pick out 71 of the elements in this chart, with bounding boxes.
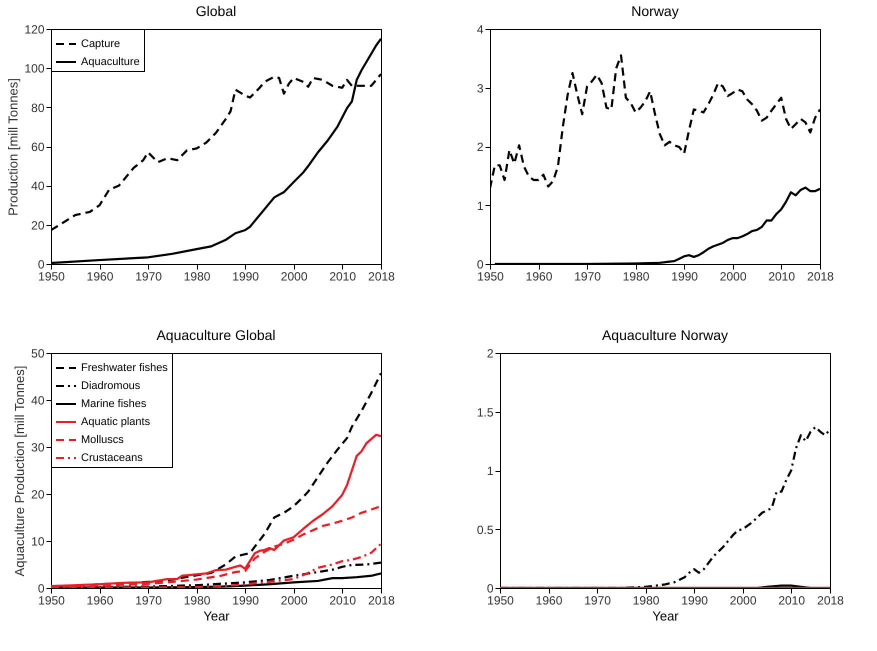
x-tick-label: 2010 bbox=[768, 270, 796, 284]
y-tick-label: 1 bbox=[486, 464, 494, 478]
y-axis-title: Aquaculture Production [mill Tonnes] bbox=[12, 366, 28, 576]
x-axis-title: Year bbox=[652, 608, 680, 624]
legend-label: Diadromous bbox=[81, 380, 141, 392]
x-tick-label: 2000 bbox=[280, 594, 308, 608]
y-tick-label: 1 bbox=[476, 198, 484, 213]
x-tick-label: 2010 bbox=[329, 270, 356, 284]
x-tick-label: 1970 bbox=[135, 594, 162, 608]
x-tick-label: 1960 bbox=[536, 594, 563, 608]
x-tick-label: 1960 bbox=[86, 270, 114, 284]
x-tick-label: 2000 bbox=[730, 594, 757, 608]
x-tick-label: 2018 bbox=[368, 594, 396, 608]
x-tick-label: 1990 bbox=[232, 594, 260, 608]
legend-label: Crustaceans bbox=[81, 452, 144, 464]
chart-title: Aquaculture Norway bbox=[602, 327, 728, 343]
chart-title: Aquaculture Global bbox=[156, 327, 276, 343]
x-tick-label: 2000 bbox=[280, 270, 308, 284]
legend-label: Marine fishes bbox=[81, 398, 147, 410]
y-tick-label: 50 bbox=[31, 346, 45, 360]
y-tick-label: 2 bbox=[486, 346, 494, 360]
legend-label: Capture bbox=[81, 38, 120, 50]
x-tick-label: 1950 bbox=[487, 594, 514, 608]
x-tick-label: 2018 bbox=[368, 270, 396, 284]
x-tick-label: 1970 bbox=[574, 270, 602, 284]
x-tick-label: 1990 bbox=[681, 594, 708, 608]
y-tick-label: 80 bbox=[31, 100, 45, 115]
y-tick-label: 120 bbox=[24, 22, 45, 36]
x-tick-label: 1980 bbox=[632, 594, 660, 608]
y-tick-label: 0.5 bbox=[476, 522, 494, 537]
y-tick-label: 2 bbox=[476, 140, 484, 154]
chart-title: Global bbox=[196, 3, 236, 19]
x-tick-label: 1970 bbox=[584, 594, 612, 608]
x-tick-label: 1990 bbox=[671, 270, 698, 284]
legend-label: Freshwater fishes bbox=[81, 362, 168, 374]
x-tick-label: 1960 bbox=[86, 594, 114, 608]
x-tick-label: 1980 bbox=[622, 270, 650, 284]
x-tick-label: 1990 bbox=[232, 270, 260, 284]
y-tick-label: 40 bbox=[31, 179, 45, 194]
y-tick-label: 0 bbox=[38, 582, 45, 596]
y-tick-label: 20 bbox=[31, 488, 45, 502]
y-tick-label: 10 bbox=[31, 534, 45, 548]
x-tick-label: 1960 bbox=[526, 270, 553, 284]
x-tick-label: 2018 bbox=[817, 594, 844, 608]
x-tick-label: 2010 bbox=[778, 594, 806, 608]
x-tick-label: 1970 bbox=[135, 270, 162, 284]
x-tick-label: 1950 bbox=[38, 594, 66, 608]
y-tick-label: 100 bbox=[24, 62, 45, 76]
x-tick-label: 2010 bbox=[329, 594, 356, 608]
legend-label: Molluscs bbox=[81, 434, 124, 446]
x-tick-label: 1980 bbox=[184, 270, 211, 284]
y-tick-label: 60 bbox=[31, 140, 45, 154]
x-tick-label: 2000 bbox=[720, 270, 747, 284]
y-tick-label: 1.5 bbox=[476, 405, 494, 420]
legend-label: Aquatic plants bbox=[81, 416, 151, 428]
legend-label: Aquaculture bbox=[81, 56, 140, 68]
x-axis-title: Year bbox=[203, 608, 230, 624]
y-axis-title: Production [mill Tonnes] bbox=[5, 78, 20, 216]
x-tick-label: 1980 bbox=[184, 594, 211, 608]
y-tick-label: 3 bbox=[476, 81, 484, 96]
y-tick-label: 30 bbox=[31, 440, 45, 454]
y-tick-label: 4 bbox=[476, 22, 484, 36]
y-tick-label: 0 bbox=[486, 582, 494, 596]
y-tick-label: 20 bbox=[31, 218, 45, 232]
x-tick-label: 2018 bbox=[807, 270, 834, 284]
x-tick-label: 1950 bbox=[38, 270, 66, 284]
y-tick-label: 40 bbox=[31, 394, 45, 408]
y-tick-label: 0 bbox=[38, 258, 45, 272]
chart-title: Norway bbox=[631, 3, 679, 19]
x-tick-label: 1950 bbox=[477, 270, 504, 284]
y-tick-label: 0 bbox=[476, 258, 484, 272]
